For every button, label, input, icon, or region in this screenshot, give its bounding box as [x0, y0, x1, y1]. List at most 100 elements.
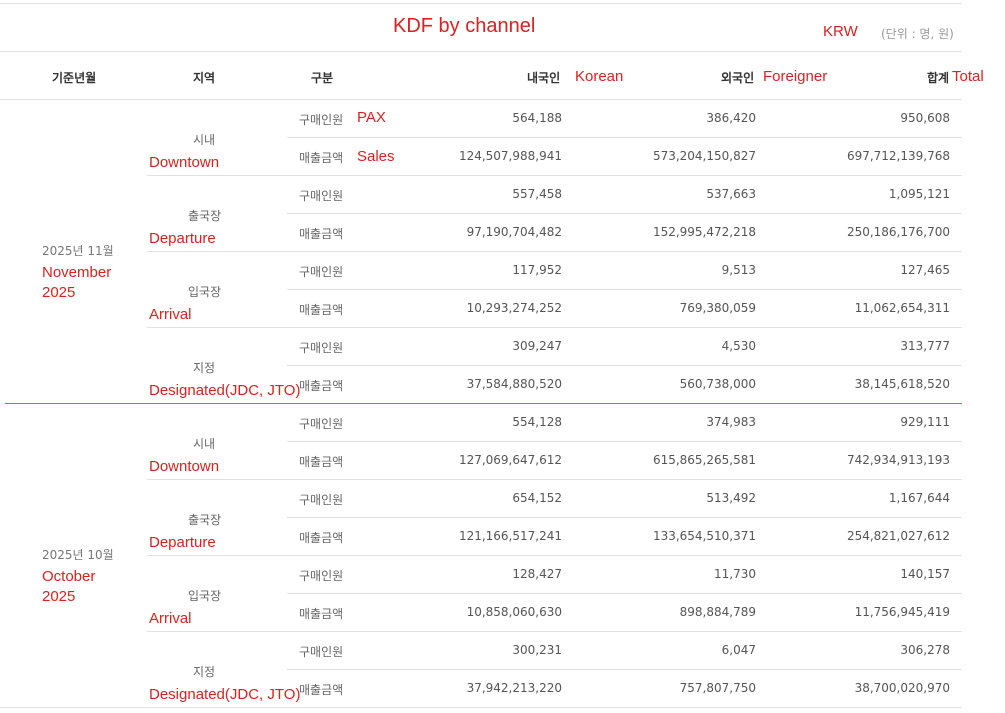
row-divider — [147, 555, 962, 556]
block-date-en: November — [42, 264, 112, 281]
region-label: 입국장 — [188, 589, 222, 603]
sales-annotation: Sales — [357, 148, 395, 165]
cell-foreign: 513,492 — [706, 491, 756, 505]
cell-foreign: 769,380,059 — [679, 301, 756, 315]
row-divider — [147, 175, 962, 176]
cell-korean: 128,427 — [512, 567, 562, 581]
row-label-sales: 매출금액 — [299, 455, 344, 469]
cell-total: 306,278 — [900, 643, 950, 657]
cell-total: 1,167,644 — [888, 491, 950, 505]
block-divider — [0, 707, 962, 708]
cell-total: 38,700,020,970 — [854, 681, 950, 695]
row-divider — [287, 517, 962, 518]
cell-total: 697,712,139,768 — [846, 149, 950, 163]
row-label-sales: 매출금액 — [299, 303, 344, 317]
row-divider — [287, 213, 962, 214]
cell-foreign: 374,983 — [706, 415, 756, 429]
row-divider — [147, 479, 962, 480]
header-bottom-border — [0, 99, 962, 100]
cell-total: 11,062,654,311 — [854, 301, 950, 315]
region-label-en: Designated(JDC, JTO) — [149, 686, 301, 703]
row-divider — [147, 327, 962, 328]
cell-total: 929,111 — [900, 415, 950, 429]
row-divider — [287, 137, 962, 138]
cell-foreign: 560,738,000 — [679, 377, 756, 391]
pax-annotation: PAX — [357, 109, 386, 126]
row-divider — [287, 289, 962, 290]
cell-total: 140,157 — [900, 567, 950, 581]
unit-currency: KRW — [823, 23, 858, 40]
row-divider — [287, 365, 962, 366]
cell-total: 11,756,945,419 — [854, 605, 950, 619]
row-label-sales: 매출금액 — [299, 607, 344, 621]
row-divider — [147, 251, 962, 252]
cell-korean: 124,507,988,941 — [458, 149, 562, 163]
row-label-sales: 매출금액 — [299, 227, 344, 241]
cell-foreign: 615,865,265,581 — [652, 453, 756, 467]
cell-foreign: 537,663 — [706, 187, 756, 201]
block-date-en-year: 2025 — [42, 284, 76, 301]
cell-korean: 127,069,647,612 — [458, 453, 562, 467]
row-label-pax: 구매인원 — [299, 189, 344, 203]
block-date: 2025년 10월 — [42, 548, 114, 562]
row-label-pax: 구매인원 — [299, 265, 344, 279]
row-label-sales: 매출금액 — [299, 531, 344, 545]
region-label-en: Downtown — [149, 154, 220, 171]
region-label-en: Designated(JDC, JTO) — [149, 382, 301, 399]
row-divider — [287, 441, 962, 442]
cell-korean: 309,247 — [512, 339, 562, 353]
header-korean-en: Korean — [575, 68, 624, 85]
cell-foreign: 757,807,750 — [679, 681, 756, 695]
row-label-sales: 매출금액 — [299, 151, 344, 165]
cell-foreign: 386,420 — [706, 111, 756, 125]
cell-korean: 564,188 — [512, 111, 562, 125]
region-label-en: Departure — [149, 230, 216, 247]
row-divider — [147, 631, 962, 632]
cell-korean: 37,942,213,220 — [466, 681, 562, 695]
header-region: 지역 — [193, 71, 216, 85]
top-border — [0, 3, 962, 4]
region-label-en: Downtown — [149, 458, 220, 475]
row-label-pax: 구매인원 — [299, 113, 344, 127]
cell-total: 313,777 — [900, 339, 950, 353]
row-label-pax: 구매인원 — [299, 341, 344, 355]
cell-korean: 654,152 — [512, 491, 562, 505]
cell-korean: 10,293,274,252 — [466, 301, 562, 315]
row-label-pax: 구매인원 — [299, 417, 344, 431]
cell-total: 1,095,121 — [888, 187, 950, 201]
cell-total: 250,186,176,700 — [846, 225, 950, 239]
unit-note: (단위 : 명, 원) — [881, 27, 954, 41]
row-divider — [287, 593, 962, 594]
cell-korean: 554,128 — [512, 415, 562, 429]
cell-korean: 117,952 — [512, 263, 562, 277]
block-date-en-year: 2025 — [42, 588, 76, 605]
row-divider — [287, 669, 962, 670]
header-category: 구분 — [311, 71, 334, 85]
header-korean: 내국인 — [527, 71, 561, 85]
cell-korean: 10,858,060,630 — [466, 605, 562, 619]
header-total: 합계 — [927, 71, 950, 85]
header-foreign: 외국인 — [721, 71, 755, 85]
header-total-en: Total — [952, 68, 984, 85]
row-label-sales: 매출금액 — [299, 379, 344, 393]
cell-foreign: 152,995,472,218 — [652, 225, 756, 239]
row-label-pax: 구매인원 — [299, 569, 344, 583]
page-title: KDF by channel — [393, 15, 536, 37]
cell-korean: 300,231 — [512, 643, 562, 657]
block-date: 2025년 11월 — [42, 244, 114, 258]
region-label: 시내 — [193, 437, 216, 451]
cell-total: 127,465 — [900, 263, 950, 277]
region-label-en: Arrival — [149, 610, 192, 627]
region-label: 지정 — [193, 665, 216, 679]
cell-korean: 37,584,880,520 — [466, 377, 562, 391]
cell-korean: 121,166,517,241 — [458, 529, 562, 543]
header-foreign-en: Foreigner — [763, 68, 828, 85]
cell-foreign: 573,204,150,827 — [652, 149, 756, 163]
row-label-pax: 구매인원 — [299, 493, 344, 507]
cell-foreign: 6,047 — [721, 643, 756, 657]
cell-foreign: 898,884,789 — [679, 605, 756, 619]
cell-korean: 97,190,704,482 — [466, 225, 562, 239]
header-top-border — [0, 51, 962, 52]
region-label: 시내 — [193, 133, 216, 147]
block-divider — [5, 403, 962, 404]
